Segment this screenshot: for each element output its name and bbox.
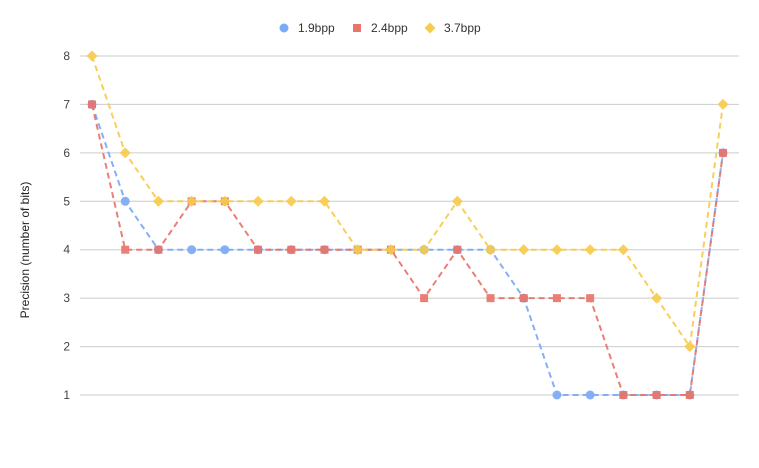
data-point bbox=[651, 292, 663, 304]
data-point bbox=[586, 294, 595, 303]
legend-item[interactable]: 1.9bpp bbox=[279, 21, 336, 35]
data-point bbox=[285, 195, 297, 207]
data-point bbox=[88, 100, 96, 109]
data-point bbox=[585, 390, 595, 400]
legend-label: 2.4bpp bbox=[371, 21, 408, 35]
series-layer bbox=[86, 50, 729, 400]
data-point bbox=[485, 244, 497, 256]
y-tick-label: 2 bbox=[63, 340, 70, 354]
data-point bbox=[486, 294, 495, 303]
data-point bbox=[121, 245, 130, 254]
data-point bbox=[219, 195, 231, 207]
data-point bbox=[252, 195, 264, 207]
series-line bbox=[91, 104, 724, 396]
legend-label: 3.7bpp bbox=[444, 21, 481, 35]
data-point bbox=[552, 294, 561, 303]
legend-swatch bbox=[424, 22, 436, 34]
data-point bbox=[652, 391, 661, 399]
data-point bbox=[717, 98, 729, 110]
legend-item[interactable]: 3.7bpp bbox=[424, 21, 482, 35]
data-point bbox=[320, 245, 329, 254]
data-point bbox=[154, 245, 163, 254]
data-point bbox=[120, 196, 130, 206]
legend[interactable]: 1.9bpp 2.4bpp 3.7bpp bbox=[279, 21, 482, 35]
data-point bbox=[584, 244, 596, 256]
data-point bbox=[552, 390, 562, 400]
gridlines bbox=[80, 55, 739, 396]
series-line bbox=[91, 55, 724, 348]
legend-item[interactable]: 2.4bpp bbox=[353, 21, 408, 35]
data-point bbox=[719, 148, 727, 157]
y-tick-label: 6 bbox=[63, 146, 70, 160]
data-point bbox=[385, 244, 397, 256]
data-point bbox=[152, 195, 164, 207]
y-tick-label: 1 bbox=[63, 388, 70, 402]
data-point bbox=[619, 391, 628, 399]
data-point bbox=[318, 195, 330, 207]
data-point bbox=[187, 245, 197, 255]
legend-swatch bbox=[353, 24, 361, 32]
data-point bbox=[220, 245, 230, 255]
y-tick-label: 4 bbox=[63, 243, 70, 257]
legend-label: 1.9bpp bbox=[298, 21, 335, 35]
data-point bbox=[186, 195, 198, 207]
data-point bbox=[519, 294, 528, 303]
data-point bbox=[352, 244, 364, 256]
data-point bbox=[254, 245, 263, 254]
y-tick-label: 8 bbox=[63, 49, 70, 63]
data-point bbox=[685, 391, 694, 399]
data-point bbox=[617, 244, 629, 256]
data-point bbox=[453, 245, 462, 254]
data-point bbox=[451, 195, 463, 207]
data-point bbox=[684, 341, 696, 353]
data-point bbox=[518, 244, 530, 256]
data-point bbox=[420, 294, 429, 303]
y-tick-label: 5 bbox=[63, 194, 70, 208]
data-point bbox=[287, 245, 296, 254]
data-point bbox=[551, 244, 563, 256]
data-point bbox=[418, 244, 430, 256]
data-point bbox=[119, 147, 131, 159]
y-axis-tick-labels: 1 2 3 4 5 6 7 8 bbox=[63, 49, 70, 402]
y-tick-label: 3 bbox=[63, 291, 70, 305]
series-3.7bpp bbox=[86, 50, 729, 353]
legend-swatch bbox=[279, 23, 289, 33]
data-point bbox=[86, 50, 98, 62]
y-axis-title: Precision (number of bits) bbox=[18, 182, 32, 319]
y-tick-label: 7 bbox=[63, 97, 70, 111]
